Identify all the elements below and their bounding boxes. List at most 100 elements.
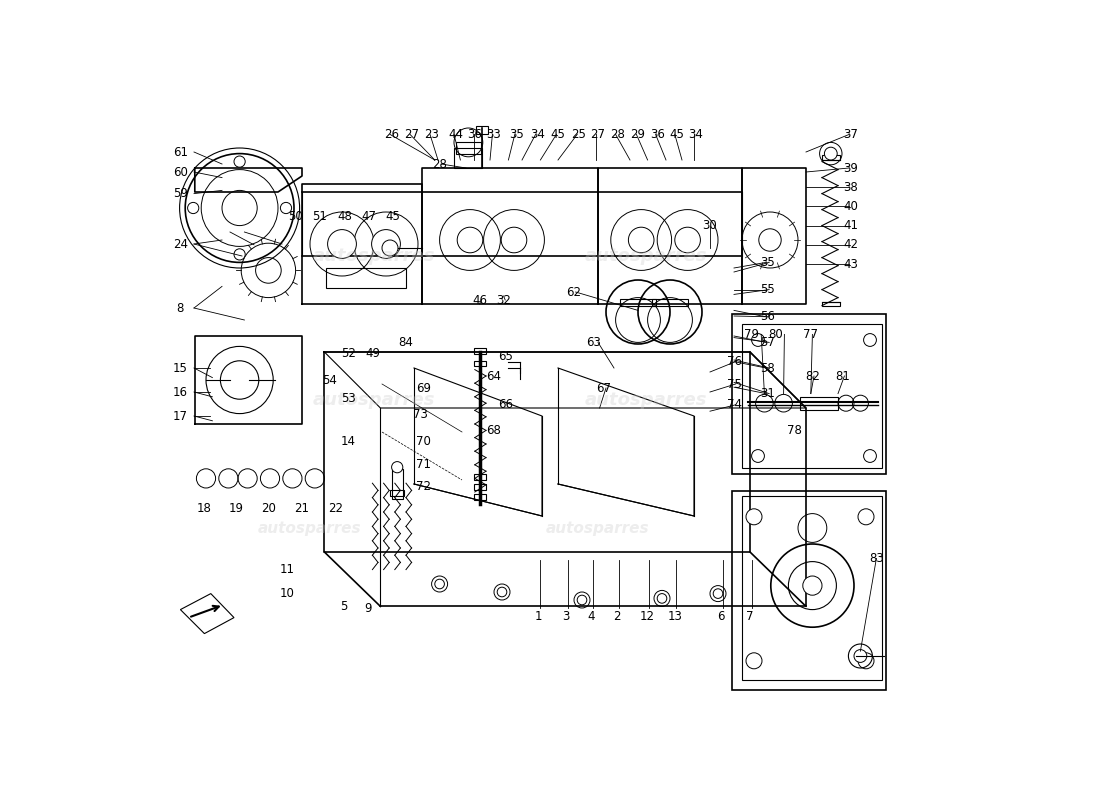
Text: 29: 29	[630, 128, 646, 141]
Circle shape	[751, 450, 764, 462]
Bar	[392, 469, 403, 499]
Text: 25: 25	[571, 128, 586, 141]
Circle shape	[657, 594, 667, 603]
Text: 6: 6	[717, 610, 725, 622]
Circle shape	[234, 156, 245, 167]
Text: 50: 50	[288, 210, 302, 222]
Text: 70: 70	[416, 435, 431, 448]
Text: 74: 74	[726, 398, 741, 411]
Bar	[326, 268, 406, 288]
Text: 54: 54	[322, 374, 338, 387]
Circle shape	[713, 589, 723, 598]
Circle shape	[858, 653, 874, 669]
Text: autosparres: autosparres	[547, 521, 650, 535]
Circle shape	[746, 509, 762, 525]
Circle shape	[328, 230, 356, 258]
Text: 19: 19	[229, 502, 244, 514]
Bar	[822, 155, 839, 160]
Text: 53: 53	[341, 392, 355, 405]
Text: 66: 66	[498, 398, 514, 410]
Circle shape	[280, 202, 292, 214]
Text: 28: 28	[609, 128, 625, 141]
Circle shape	[759, 229, 781, 251]
Text: 64: 64	[486, 370, 502, 382]
Text: 47: 47	[362, 210, 376, 222]
Text: 56: 56	[760, 310, 775, 323]
Text: 36: 36	[468, 128, 482, 141]
Text: 40: 40	[844, 200, 858, 213]
Circle shape	[234, 249, 245, 260]
Circle shape	[392, 462, 403, 473]
Bar	[474, 494, 486, 500]
Text: 67: 67	[596, 382, 612, 394]
Circle shape	[458, 227, 483, 253]
Text: 33: 33	[486, 128, 502, 141]
Circle shape	[803, 576, 822, 595]
Circle shape	[372, 230, 400, 258]
Text: 46: 46	[472, 294, 487, 306]
Text: 18: 18	[197, 502, 212, 514]
Text: 20: 20	[261, 502, 276, 514]
Circle shape	[188, 202, 199, 214]
Text: 51: 51	[312, 210, 327, 222]
Text: 48: 48	[338, 210, 353, 222]
Text: 39: 39	[844, 162, 858, 174]
Text: 71: 71	[416, 458, 431, 470]
Bar	[390, 490, 405, 496]
Circle shape	[628, 227, 654, 253]
Text: 24: 24	[173, 238, 188, 250]
Bar	[474, 348, 486, 354]
Text: 1: 1	[535, 610, 542, 622]
Text: 17: 17	[173, 410, 188, 422]
Text: 35: 35	[760, 256, 775, 269]
Text: 30: 30	[703, 219, 717, 232]
Text: 2: 2	[614, 610, 620, 622]
Text: autosparres: autosparres	[312, 391, 436, 409]
Text: 14: 14	[341, 435, 356, 448]
Text: 78: 78	[788, 424, 802, 437]
Circle shape	[434, 579, 444, 589]
Circle shape	[746, 653, 762, 669]
Text: autosparres: autosparres	[585, 247, 707, 265]
Circle shape	[222, 190, 257, 226]
Text: 34: 34	[530, 128, 544, 141]
Text: 38: 38	[844, 181, 858, 194]
Circle shape	[824, 147, 837, 160]
Text: 23: 23	[425, 128, 439, 141]
Text: 80: 80	[768, 328, 783, 341]
Text: 36: 36	[650, 128, 664, 141]
Bar	[454, 148, 482, 168]
Text: 79: 79	[744, 328, 759, 341]
Text: 76: 76	[726, 355, 741, 368]
Text: 45: 45	[386, 210, 400, 222]
Text: 31: 31	[760, 387, 775, 400]
Bar	[652, 299, 688, 306]
Text: autosparres: autosparres	[258, 521, 362, 535]
Text: 5: 5	[340, 600, 348, 613]
Bar	[822, 302, 839, 306]
Text: 69: 69	[416, 382, 431, 394]
Text: 15: 15	[173, 362, 188, 374]
Circle shape	[255, 258, 282, 283]
Text: 22: 22	[328, 502, 343, 514]
Text: 63: 63	[586, 336, 602, 349]
Text: 45: 45	[551, 128, 565, 141]
Text: 82: 82	[805, 370, 820, 382]
Text: 45: 45	[669, 128, 684, 141]
Text: 62: 62	[566, 286, 582, 298]
Text: 52: 52	[341, 347, 355, 360]
Text: 13: 13	[668, 610, 682, 622]
Circle shape	[751, 334, 764, 346]
Text: 10: 10	[280, 587, 295, 600]
Bar	[742, 496, 882, 680]
Text: autosparres: autosparres	[312, 247, 436, 265]
Bar	[620, 299, 656, 306]
Circle shape	[854, 650, 867, 662]
Circle shape	[674, 227, 701, 253]
Text: 41: 41	[844, 219, 858, 232]
Text: 59: 59	[173, 187, 188, 200]
Bar	[733, 314, 886, 474]
Circle shape	[864, 450, 877, 462]
Text: 7: 7	[746, 610, 754, 622]
Text: 77: 77	[803, 328, 818, 341]
